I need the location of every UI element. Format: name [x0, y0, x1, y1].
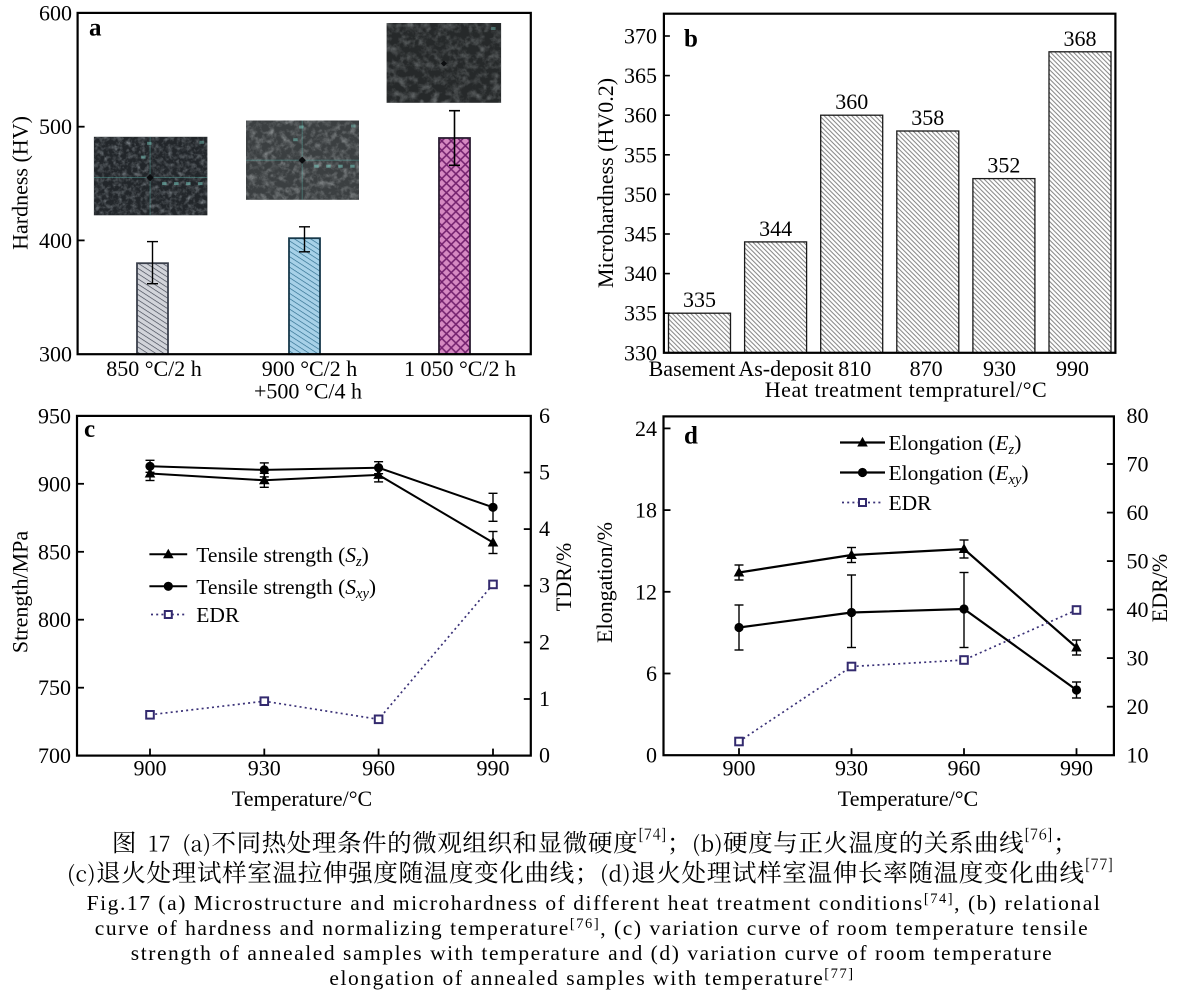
svg-text:340: 340 — [624, 261, 657, 286]
svg-text:870: 870 — [910, 356, 943, 381]
svg-text:810: 810 — [838, 356, 871, 381]
svg-text:368: 368 — [1064, 26, 1097, 51]
svg-text:600: 600 — [39, 0, 72, 25]
svg-text:EDR: EDR — [889, 491, 933, 515]
svg-text:5: 5 — [539, 460, 550, 485]
svg-text:370: 370 — [624, 24, 657, 49]
svg-text:Tensile strength (Sz): Tensile strength (Sz) — [196, 543, 369, 570]
svg-text:2: 2 — [539, 629, 550, 654]
svg-text:0: 0 — [539, 743, 550, 768]
svg-text:80: 80 — [1127, 403, 1149, 428]
svg-text:Tensile strength (Sxy): Tensile strength (Sxy) — [196, 575, 376, 602]
svg-text:350: 350 — [624, 182, 657, 207]
svg-text:70: 70 — [1127, 452, 1149, 477]
svg-text:900: 900 — [38, 471, 71, 496]
svg-text:1 050 °C/2 h: 1 050 °C/2 h — [404, 356, 516, 381]
svg-text:Heat treatment tempraturel/°C: Heat treatment tempraturel/°C — [765, 377, 1048, 402]
svg-text:330: 330 — [624, 340, 657, 365]
svg-text:+500 °C/4 h: +500 °C/4 h — [254, 379, 362, 404]
svg-text:Basement: Basement — [649, 356, 736, 381]
svg-text:18: 18 — [635, 498, 657, 523]
svg-text:930: 930 — [248, 756, 281, 781]
svg-text:900: 900 — [134, 756, 167, 781]
svg-text:d: d — [684, 423, 698, 450]
svg-text:Microhardness (HV0.2): Microhardness (HV0.2) — [593, 78, 618, 288]
svg-text:365: 365 — [624, 63, 657, 88]
svg-text:300: 300 — [39, 342, 72, 367]
svg-text:930: 930 — [983, 356, 1016, 381]
svg-text:10: 10 — [1127, 743, 1149, 768]
svg-text:800: 800 — [38, 607, 71, 632]
svg-text:355: 355 — [624, 142, 657, 167]
svg-text:960: 960 — [948, 756, 981, 781]
svg-text:850 °C/2 h: 850 °C/2 h — [106, 356, 202, 381]
svg-text:950: 950 — [38, 403, 71, 428]
svg-text:Temperature/°C: Temperature/°C — [838, 786, 978, 811]
svg-text:335: 335 — [624, 301, 657, 326]
svg-text:990: 990 — [477, 756, 510, 781]
svg-text:Hardness (HV): Hardness (HV) — [8, 116, 33, 250]
svg-text:curve of hardness and normaliz: curve of hardness and normalizing temper… — [95, 916, 1090, 940]
svg-text:20: 20 — [1127, 694, 1149, 719]
svg-text:6: 6 — [539, 403, 550, 428]
svg-text:strength of annealed samples w: strength of annealed samples with temper… — [131, 941, 1053, 965]
svg-text:352: 352 — [987, 153, 1020, 178]
svg-text:30: 30 — [1127, 646, 1149, 671]
svg-text:Elongation/%: Elongation/% — [592, 522, 617, 643]
svg-text:358: 358 — [911, 105, 944, 130]
svg-text:b: b — [684, 26, 698, 53]
svg-text:EDR/%: EDR/% — [1147, 554, 1172, 622]
svg-text:930: 930 — [835, 756, 868, 781]
svg-text:Elongation (Exy): Elongation (Exy) — [889, 461, 1029, 488]
svg-text:a: a — [89, 15, 102, 42]
svg-text:12: 12 — [635, 579, 657, 604]
svg-text:344: 344 — [759, 216, 792, 241]
svg-text:EDR: EDR — [196, 603, 240, 627]
svg-text:990: 990 — [1056, 356, 1089, 381]
svg-text:360: 360 — [624, 103, 657, 128]
svg-text:0: 0 — [646, 743, 657, 768]
svg-text:Temperature/°C: Temperature/°C — [232, 786, 372, 811]
svg-text:500: 500 — [39, 114, 72, 139]
svg-text:700: 700 — [38, 743, 71, 768]
svg-text:TDR/%: TDR/% — [551, 543, 576, 611]
svg-text:As-deposit: As-deposit — [738, 356, 833, 381]
svg-text:60: 60 — [1127, 500, 1149, 525]
svg-text:Elongation (Ez): Elongation (Ez) — [889, 431, 1022, 458]
svg-text:Fig.17 (a) Microstructure and: Fig.17 (a) Microstructure and microhardn… — [87, 891, 1102, 915]
svg-text:4: 4 — [539, 516, 550, 541]
svg-text:360: 360 — [835, 89, 868, 114]
svg-text:6: 6 — [646, 661, 657, 686]
svg-text:345: 345 — [624, 222, 657, 247]
svg-text:400: 400 — [39, 228, 72, 253]
svg-text:900: 900 — [723, 756, 756, 781]
svg-text:3: 3 — [539, 573, 550, 598]
svg-text:elongation of annealed samples: elongation of annealed samples with temp… — [329, 966, 854, 990]
svg-text:40: 40 — [1127, 597, 1149, 622]
svg-text:c: c — [84, 416, 95, 443]
svg-text:24: 24 — [635, 416, 657, 441]
svg-text:900 °C/2 h: 900 °C/2 h — [262, 356, 358, 381]
svg-text:960: 960 — [362, 756, 395, 781]
svg-text:850: 850 — [38, 539, 71, 564]
svg-text:Strength/MPa: Strength/MPa — [8, 531, 33, 653]
svg-text:50: 50 — [1127, 549, 1149, 574]
svg-text:335: 335 — [683, 287, 716, 312]
svg-text:750: 750 — [38, 675, 71, 700]
svg-text:990: 990 — [1060, 756, 1093, 781]
svg-text:1: 1 — [539, 686, 550, 711]
